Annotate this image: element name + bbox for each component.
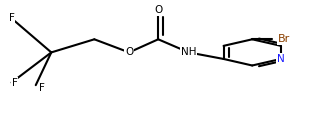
Text: F: F bbox=[9, 13, 15, 23]
Text: N: N bbox=[277, 54, 285, 64]
Text: F: F bbox=[39, 83, 45, 93]
Text: O: O bbox=[125, 47, 133, 57]
Text: F: F bbox=[12, 78, 18, 88]
Text: Br: Br bbox=[277, 34, 290, 44]
Text: NH: NH bbox=[181, 47, 196, 57]
Text: O: O bbox=[154, 6, 162, 15]
